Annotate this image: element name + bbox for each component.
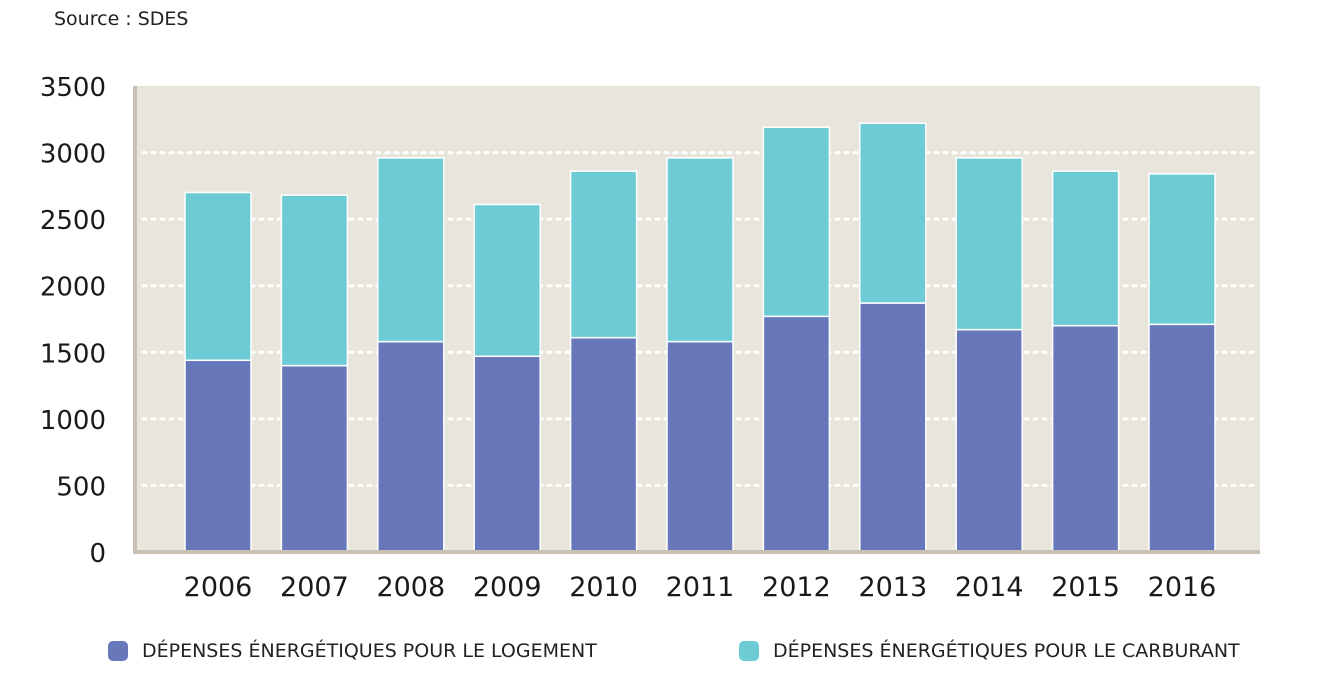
x-tick-label: 2015: [1051, 572, 1120, 603]
bar-carburant-2008: [377, 157, 445, 343]
x-tick-label: 2010: [569, 572, 638, 603]
y-tick-label: 2000: [40, 273, 106, 303]
bar-carburant-2012: [762, 126, 831, 318]
x-tick-labels: 2006 2007 2008 2009 2010 2011 2012 2013 2014 2015…: [184, 572, 1217, 603]
x-tick-label: 2014: [955, 572, 1024, 603]
y-tick-label: 1500: [40, 339, 106, 369]
x-tick-label: 2009: [473, 572, 542, 603]
y-tick-labels: 0 500 1000 1500 2000 2500 3000 3500: [40, 73, 106, 569]
bar-carburant-2006: [184, 191, 252, 362]
bar-logement-2016: [1148, 323, 1216, 553]
bars: [184, 122, 1216, 553]
y-tick-label: 3000: [40, 140, 106, 170]
legend-swatch-carburant: [739, 641, 759, 661]
bar-carburant-2016: [1148, 173, 1216, 326]
bar-logement-2007: [280, 364, 349, 553]
y-tick-label: 500: [56, 472, 106, 502]
bar-logement-2013: [859, 302, 927, 553]
bar-carburant-2007: [280, 194, 349, 367]
bar-carburant-2011: [666, 157, 734, 343]
x-tick-label: 2006: [184, 572, 253, 603]
legend-item-carburant: DÉPENSES ÉNERGÉTIQUES POUR LE CARBURANT: [739, 640, 1240, 662]
y-tick-label: 1000: [40, 406, 106, 436]
bar-carburant-2009: [473, 203, 541, 358]
bar-logement-2006: [184, 359, 252, 553]
bar-carburant-2014: [955, 157, 1023, 331]
chart-source: Source : SDES: [54, 8, 189, 30]
legend-swatch-logement: [108, 641, 128, 661]
bar-carburant-2013: [859, 122, 927, 304]
bar-logement-2012: [762, 315, 831, 553]
bar-logement-2011: [666, 340, 734, 553]
legend-item-logement: DÉPENSES ÉNERGÉTIQUES POUR LE LOGEMENT: [108, 640, 597, 662]
bar-logement-2014: [955, 328, 1023, 553]
x-tick-label: 2016: [1148, 572, 1217, 603]
x-tick-label: 2008: [376, 572, 445, 603]
legend-label-logement: DÉPENSES ÉNERGÉTIQUES POUR LE LOGEMENT: [142, 640, 597, 662]
bar-logement-2008: [377, 340, 445, 553]
y-tick-label: 3500: [40, 73, 106, 103]
y-tick-label: 0: [89, 539, 106, 569]
bar-carburant-2015: [1051, 170, 1120, 327]
x-tick-label: 2011: [666, 572, 735, 603]
bar-logement-2009: [473, 355, 541, 553]
bar-carburant-2010: [569, 170, 638, 339]
bar-logement-2015: [1051, 324, 1120, 553]
x-tick-label: 2007: [280, 572, 349, 603]
bar-logement-2010: [569, 336, 638, 553]
legend-label-carburant: DÉPENSES ÉNERGÉTIQUES POUR LE CARBURANT: [773, 640, 1240, 662]
x-tick-label: 2012: [762, 572, 831, 603]
y-tick-label: 2500: [40, 206, 106, 236]
x-tick-label: 2013: [858, 572, 927, 603]
